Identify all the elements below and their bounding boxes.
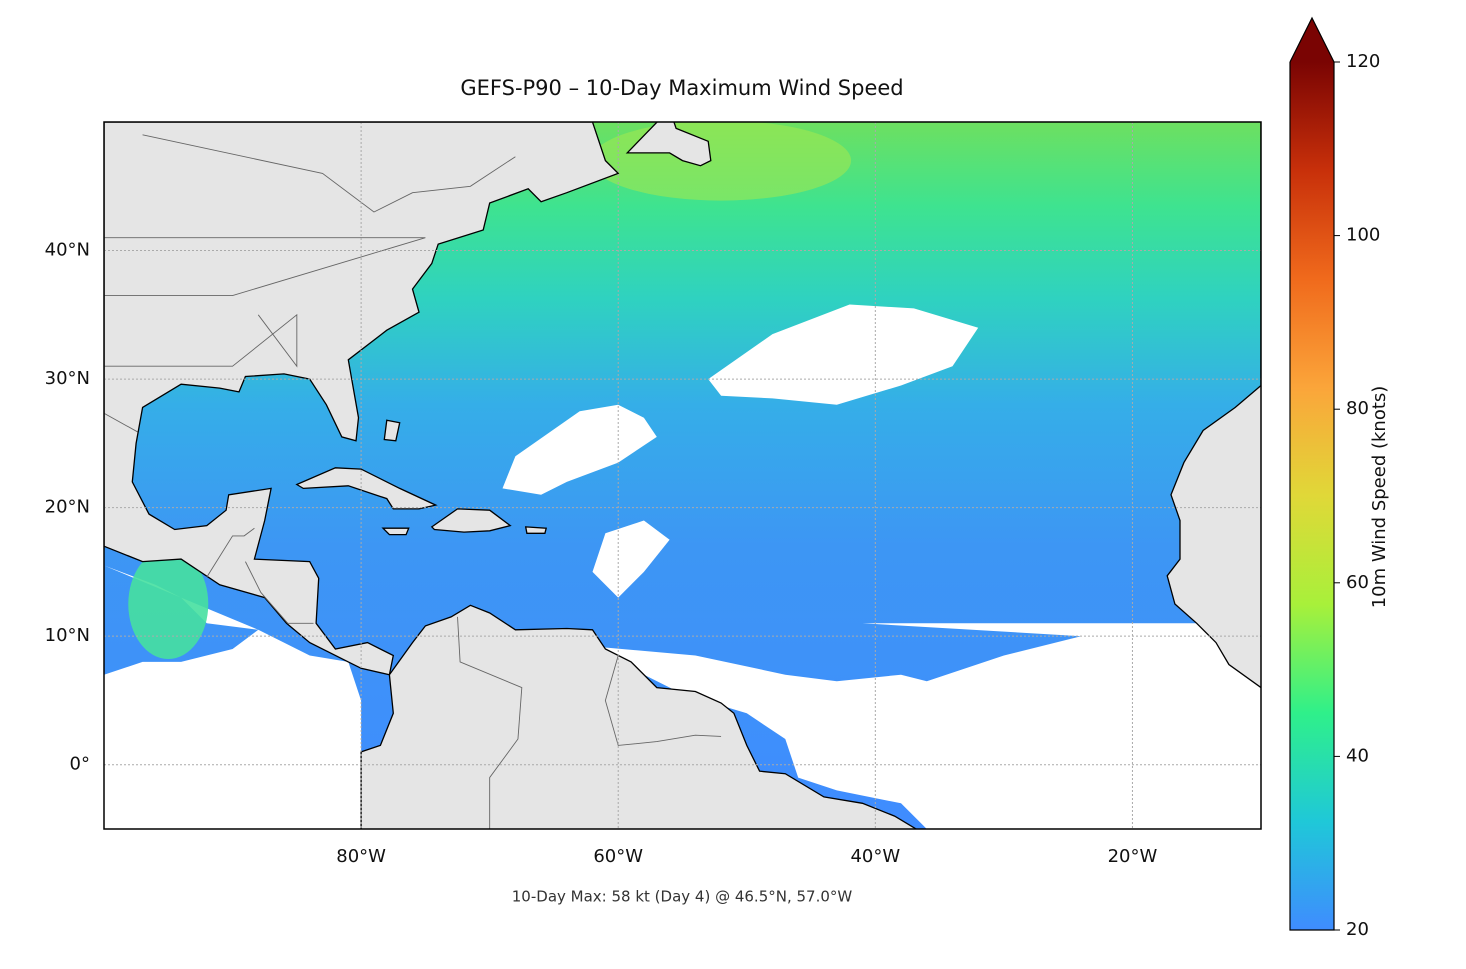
colorbar-tick-label: 100 <box>1346 225 1380 246</box>
land <box>381 527 410 536</box>
colorbar-extend <box>1289 16 1335 63</box>
y-tick-label: 0° <box>70 754 90 775</box>
border <box>142 134 516 213</box>
y-tick-label: 40°N <box>45 240 90 261</box>
border <box>457 616 523 829</box>
y-tick-label: 30°N <box>45 368 90 389</box>
border <box>604 655 722 746</box>
x-tick-label: 60°W <box>593 846 643 867</box>
land <box>524 526 548 534</box>
border <box>206 527 255 578</box>
land <box>625 122 712 167</box>
colorbar-tick-label: 80 <box>1346 398 1369 419</box>
wind-patch <box>591 122 852 201</box>
colorbar-tick-label: 120 <box>1346 51 1380 72</box>
chart-title: GEFS-P90 – 10-Day Maximum Wind Speed <box>460 76 903 100</box>
colorbar-frame <box>1289 62 1335 931</box>
colorbar-tick-label: 60 <box>1346 572 1369 593</box>
colorbar <box>1290 62 1334 930</box>
colorbar-label: 10m Wind Speed (knots) <box>1369 386 1390 609</box>
colorbar-tick-label: 20 <box>1346 919 1369 940</box>
low-wind-area <box>592 520 670 598</box>
low-wind-area <box>708 304 979 405</box>
low-wind-area <box>104 565 362 829</box>
wind-patch <box>128 549 209 660</box>
land <box>1166 122 1261 689</box>
border <box>104 237 426 368</box>
x-tick-label: 40°W <box>850 846 900 867</box>
low-wind-area <box>579 623 1261 829</box>
colorbar-tick-label: 40 <box>1346 745 1369 766</box>
border <box>104 412 138 433</box>
land <box>383 419 401 442</box>
border <box>245 561 314 624</box>
footnote: 10-Day Max: 58 kt (Day 4) @ 46.5°N, 57.0… <box>512 888 853 906</box>
land <box>295 467 438 510</box>
y-tick-label: 10°N <box>45 625 90 646</box>
land <box>430 508 512 533</box>
x-tick-label: 80°W <box>336 846 386 867</box>
y-tick-label: 20°N <box>45 497 90 518</box>
land <box>360 604 918 829</box>
map-frame <box>103 121 1262 830</box>
x-tick-label: 20°W <box>1108 846 1158 867</box>
map <box>104 122 1261 829</box>
